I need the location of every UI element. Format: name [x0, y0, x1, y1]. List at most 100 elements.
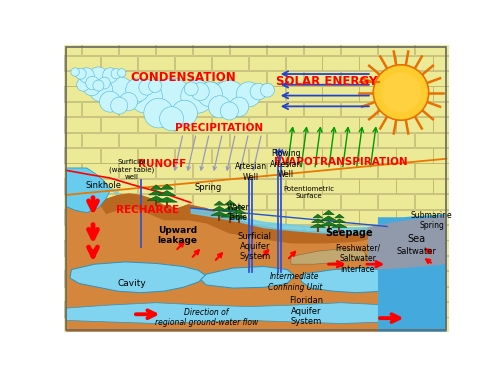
Text: Direction of
regional ground-water flow: Direction of regional ground-water flow: [154, 308, 258, 327]
Bar: [360, 117, 396, 132]
Bar: [415, 286, 451, 301]
Bar: [174, 86, 211, 101]
Bar: [156, 40, 192, 55]
Text: SOLAR ENERGY: SOLAR ENERGY: [276, 75, 378, 88]
Text: Submarine
Spring: Submarine Spring: [411, 211, 453, 230]
Circle shape: [139, 79, 154, 95]
Bar: [138, 179, 174, 193]
Bar: [415, 163, 451, 178]
Bar: [286, 210, 322, 224]
Bar: [174, 25, 211, 40]
Circle shape: [120, 81, 145, 105]
Bar: [230, 102, 266, 116]
Circle shape: [230, 97, 248, 116]
Bar: [304, 317, 340, 332]
Bar: [100, 271, 137, 286]
Bar: [46, 71, 82, 85]
Bar: [267, 132, 303, 147]
Bar: [212, 86, 248, 101]
Text: CONDENSATION: CONDENSATION: [130, 70, 236, 84]
Bar: [286, 302, 322, 317]
Bar: [46, 317, 82, 332]
Bar: [248, 210, 284, 224]
Polygon shape: [66, 303, 446, 323]
Bar: [267, 102, 303, 116]
Polygon shape: [70, 262, 206, 293]
Bar: [138, 210, 174, 224]
Bar: [193, 40, 230, 55]
Bar: [286, 56, 322, 70]
Bar: [248, 240, 284, 255]
Bar: [286, 25, 322, 40]
Bar: [193, 225, 230, 239]
Bar: [248, 117, 284, 132]
Bar: [248, 25, 284, 40]
Polygon shape: [301, 268, 410, 293]
Bar: [82, 256, 118, 270]
Bar: [174, 179, 211, 193]
Bar: [248, 86, 284, 101]
Text: Sea: Sea: [408, 234, 426, 244]
Bar: [415, 102, 451, 116]
Text: Surficial
(water table)
well: Surficial (water table) well: [109, 159, 154, 180]
Bar: [248, 271, 284, 286]
Bar: [341, 132, 377, 147]
Bar: [46, 132, 82, 147]
Bar: [286, 148, 322, 163]
Text: Artesian
Well: Artesian Well: [235, 162, 267, 182]
Bar: [378, 286, 414, 301]
Bar: [341, 286, 377, 301]
Bar: [434, 271, 470, 286]
Bar: [248, 302, 284, 317]
Bar: [378, 102, 414, 116]
Bar: [64, 86, 100, 101]
Bar: [304, 40, 340, 55]
Polygon shape: [233, 210, 245, 213]
Circle shape: [88, 67, 108, 87]
Bar: [46, 256, 82, 270]
Bar: [230, 286, 266, 301]
Bar: [138, 302, 174, 317]
Polygon shape: [320, 222, 338, 226]
Text: Floridan
Aquifer
System: Floridan Aquifer System: [289, 296, 324, 326]
Text: RUNOFF: RUNOFF: [138, 159, 186, 169]
Polygon shape: [224, 200, 236, 205]
Bar: [82, 286, 118, 301]
Text: Surficial
Aquifer
System: Surficial Aquifer System: [238, 232, 272, 261]
Bar: [396, 148, 432, 163]
Bar: [322, 302, 358, 317]
Bar: [156, 102, 192, 116]
Bar: [138, 117, 174, 132]
Polygon shape: [310, 224, 326, 228]
Bar: [174, 56, 211, 70]
Bar: [322, 210, 358, 224]
Polygon shape: [232, 214, 247, 218]
Bar: [46, 286, 82, 301]
Bar: [119, 132, 156, 147]
Text: Flowing
Artesian
Well: Flowing Artesian Well: [270, 149, 302, 179]
Bar: [212, 210, 248, 224]
Bar: [267, 194, 303, 209]
Circle shape: [212, 81, 246, 114]
Bar: [82, 102, 118, 116]
Bar: [322, 179, 358, 193]
Bar: [396, 117, 432, 132]
Polygon shape: [66, 168, 110, 213]
Bar: [64, 271, 100, 286]
Bar: [396, 86, 432, 101]
Circle shape: [118, 69, 126, 77]
Bar: [341, 71, 377, 85]
Text: Spring: Spring: [195, 183, 222, 192]
Polygon shape: [220, 212, 240, 217]
Circle shape: [126, 78, 150, 102]
Bar: [212, 179, 248, 193]
Bar: [378, 194, 414, 209]
Circle shape: [191, 82, 209, 101]
Text: Potentiometric
Surface: Potentiometric Surface: [283, 186, 334, 199]
Bar: [286, 179, 322, 193]
Polygon shape: [334, 214, 344, 218]
Circle shape: [213, 82, 232, 100]
Bar: [286, 240, 322, 255]
Polygon shape: [158, 191, 176, 196]
Bar: [138, 240, 174, 255]
